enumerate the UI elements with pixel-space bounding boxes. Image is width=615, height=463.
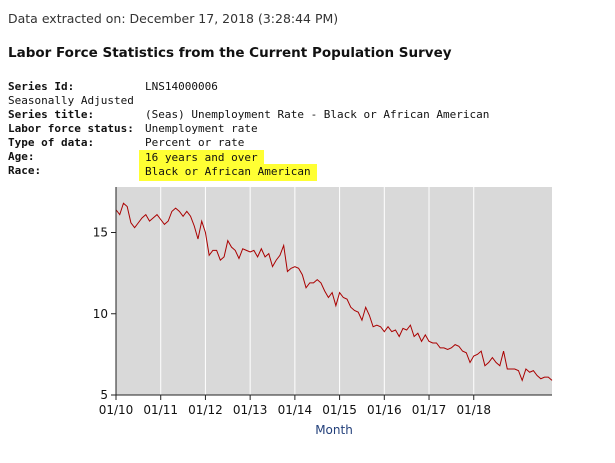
plot-area — [116, 187, 552, 395]
labor-force-status-value: Unemployment rate — [145, 122, 258, 135]
x-tick-label: 01/18 — [456, 403, 491, 417]
x-tick-label: 01/17 — [412, 403, 447, 417]
seasonal-adjustment-label: Seasonally Adjusted — [8, 94, 134, 107]
x-tick-label: 01/15 — [322, 403, 357, 417]
x-tick-label: 01/16 — [367, 403, 402, 417]
axes — [115, 187, 552, 396]
series-id-label: Series Id: — [8, 80, 75, 93]
extraction-timestamp: Data extracted on: December 17, 2018 (3:… — [8, 11, 339, 26]
type-of-data-label: Type of data: — [8, 136, 95, 149]
series-title-label: Series title: — [8, 108, 95, 121]
age-value: 16 years and over — [139, 150, 264, 167]
page-heading: Labor Force Statistics from the Current … — [8, 45, 452, 61]
x-tick-label: 01/11 — [143, 403, 178, 417]
labor-force-status-label: Labor force status: — [8, 122, 134, 135]
age-label: Age: — [8, 150, 35, 163]
x-tick-label: 01/12 — [188, 403, 223, 417]
race-label: Race: — [8, 164, 42, 177]
x-tick-label: 01/13 — [233, 403, 268, 417]
type-of-data-value: Percent or rate — [145, 136, 245, 149]
y-axis-ticks: 5 10 15 — [93, 226, 116, 402]
series-title-value: (Seas) Unemployment Rate - Black or Afri… — [145, 108, 490, 121]
y-tick-label: 10 — [93, 307, 108, 321]
x-tick-label: 01/10 — [99, 403, 134, 417]
y-tick-label: 5 — [100, 388, 108, 402]
race-value: Black or African American — [139, 164, 317, 181]
x-axis-label: Month — [315, 423, 353, 437]
series-id-value: LNS14000006 — [145, 80, 218, 93]
series-line-unemployment-rate — [115, 202, 553, 382]
y-tick-label: 15 — [93, 226, 108, 240]
x-tick-label: 01/14 — [278, 403, 313, 417]
x-axis-ticks: 01/10 01/11 01/12 01/13 01/14 01/15 01/16 01/17… — [99, 395, 491, 417]
